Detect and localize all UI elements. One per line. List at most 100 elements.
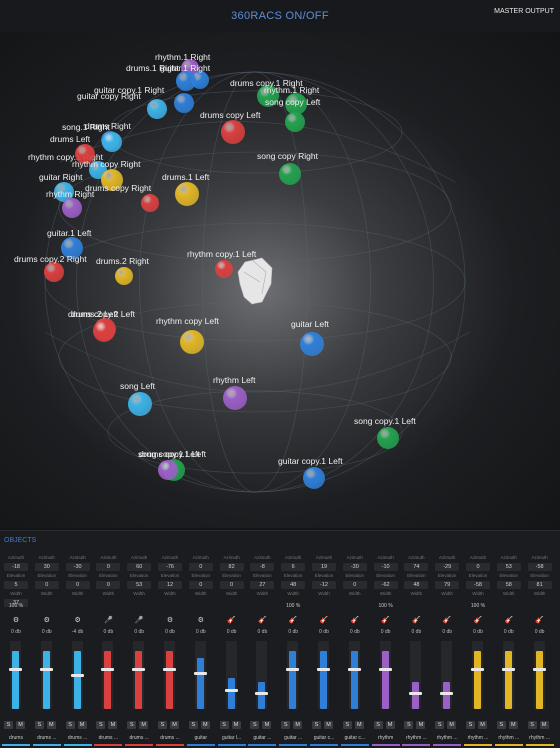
azimuth-value[interactable]: 19: [312, 563, 336, 571]
solo-button[interactable]: S: [65, 721, 75, 729]
elevation-value[interactable]: 79: [435, 581, 460, 589]
azimuth-value[interactable]: 74: [404, 563, 429, 571]
instrument-icon[interactable]: ⚙: [74, 617, 81, 624]
fader-handle[interactable]: [39, 668, 53, 672]
fader-handle[interactable]: [101, 668, 115, 672]
azimuth-value[interactable]: 30: [34, 563, 59, 571]
elevation-value[interactable]: -62: [373, 581, 398, 589]
fader-handle[interactable]: [9, 668, 22, 672]
fader-track[interactable]: [256, 641, 268, 709]
fader-handle[interactable]: [347, 668, 361, 672]
azimuth-value[interactable]: -30: [342, 563, 367, 571]
scene-object[interactable]: drums.1 Left: [162, 172, 210, 206]
scene-object[interactable]: rhythm copy Left: [156, 316, 219, 354]
scene-object[interactable]: guitar copy.1 Right: [94, 85, 194, 113]
mute-button[interactable]: M: [478, 721, 487, 729]
fader-handle[interactable]: [286, 668, 300, 672]
elevation-value[interactable]: 12: [158, 581, 182, 589]
scene-object[interactable]: song.1 Right: [62, 122, 122, 152]
mute-button[interactable]: M: [539, 721, 549, 729]
mute-button[interactable]: M: [77, 721, 87, 729]
mute-button[interactable]: M: [200, 721, 210, 729]
fader-track[interactable]: [410, 641, 422, 709]
solo-button[interactable]: S: [373, 721, 383, 729]
elevation-value[interactable]: 58: [496, 581, 521, 589]
mute-button[interactable]: M: [16, 721, 25, 729]
instrument-icon[interactable]: ⚙: [197, 617, 204, 624]
scene-object-sphere[interactable]: [101, 169, 123, 191]
fader-handle[interactable]: [317, 668, 330, 672]
scene-object[interactable]: drums Left: [50, 134, 95, 164]
mute-button[interactable]: M: [170, 721, 179, 729]
scene-object-sphere[interactable]: [303, 467, 325, 489]
scene-object-sphere[interactable]: [54, 182, 74, 202]
azimuth-value[interactable]: 0: [96, 563, 121, 571]
fader-handle[interactable]: [532, 668, 546, 672]
azimuth-value[interactable]: -76: [158, 563, 182, 571]
scene-object-sphere[interactable]: [377, 427, 399, 449]
spatial-scene[interactable]: rhythm.1 Right guitar.1 Right drums copy.1…: [0, 32, 560, 528]
fader-handle[interactable]: [501, 668, 515, 672]
scene-object[interactable]: drums.2 Left: [71, 309, 119, 342]
scene-object[interactable]: drums copy.1 Right: [230, 78, 303, 107]
elevation-value[interactable]: 0: [342, 581, 367, 589]
instrument-icon[interactable]: 🎤: [104, 617, 113, 624]
solo-button[interactable]: S: [96, 721, 106, 729]
scene-object[interactable]: song copy.1 Left: [138, 449, 200, 480]
instrument-icon[interactable]: 🎸: [350, 617, 360, 624]
fader-handle[interactable]: [132, 668, 146, 672]
mute-button[interactable]: M: [447, 721, 457, 729]
scene-object-sphere[interactable]: [75, 144, 95, 164]
scene-object-sphere[interactable]: [191, 71, 209, 89]
scene-object-sphere[interactable]: [147, 99, 167, 119]
instrument-icon[interactable]: 🎸: [381, 617, 390, 624]
master-output-label[interactable]: MASTER OUTPUT: [494, 8, 554, 15]
scene-object-sphere[interactable]: [102, 132, 122, 152]
azimuth-value[interactable]: -30: [65, 563, 90, 571]
scene-object-sphere[interactable]: [300, 332, 324, 356]
solo-button[interactable]: S: [219, 721, 229, 729]
scene-object[interactable]: guitar Left: [291, 319, 329, 356]
scene-object[interactable]: guitar.1 Left: [47, 228, 92, 259]
scene-object[interactable]: guitar Right: [39, 172, 83, 202]
scene-object-sphere[interactable]: [174, 93, 194, 113]
scene-object-sphere[interactable]: [285, 112, 305, 132]
scene-object[interactable]: song copy Right: [257, 151, 319, 185]
scene-object-sphere[interactable]: [62, 198, 82, 218]
instrument-icon[interactable]: 🎸: [258, 617, 267, 624]
scene-object[interactable]: drums copy Right: [85, 183, 159, 212]
solo-button[interactable]: S: [127, 721, 137, 729]
mute-button[interactable]: M: [324, 721, 333, 729]
azimuth-value[interactable]: 60: [127, 563, 152, 571]
elevation-value[interactable]: 48: [404, 581, 429, 589]
elevation-value[interactable]: 81: [527, 581, 552, 589]
scene-object-sphere[interactable]: [257, 85, 279, 107]
mute-button[interactable]: M: [508, 721, 518, 729]
scene-object-sphere[interactable]: [215, 260, 233, 278]
instrument-icon[interactable]: 🎤: [134, 617, 144, 624]
mute-button[interactable]: M: [354, 721, 364, 729]
solo-button[interactable]: S: [435, 721, 445, 729]
scene-object[interactable]: guitar copy.1 Left: [278, 456, 343, 489]
instrument-icon[interactable]: 🎸: [473, 617, 483, 624]
instrument-icon[interactable]: ⚙: [166, 617, 174, 624]
mute-button[interactable]: M: [108, 721, 118, 729]
elevation-value[interactable]: 27: [250, 581, 275, 589]
azimuth-value[interactable]: 82: [219, 563, 244, 571]
mute-button[interactable]: M: [231, 721, 241, 729]
scene-object-sphere[interactable]: [141, 194, 159, 212]
instrument-icon[interactable]: 🎸: [535, 617, 544, 624]
solo-button[interactable]: S: [312, 721, 321, 729]
azimuth-value[interactable]: -29: [435, 563, 460, 571]
instrument-icon[interactable]: ⚙: [12, 617, 20, 624]
azimuth-value[interactable]: 0: [466, 563, 490, 571]
fader-handle[interactable]: [378, 668, 392, 672]
scene-object[interactable]: rhythm Left: [213, 375, 256, 410]
scene-object-sphere[interactable]: [176, 71, 196, 91]
scene-object[interactable]: drums copy Left: [200, 110, 261, 144]
solo-button[interactable]: S: [404, 721, 414, 729]
fader-handle[interactable]: [471, 668, 484, 672]
instrument-icon[interactable]: 🎸: [412, 617, 421, 624]
solo-button[interactable]: S: [281, 721, 291, 729]
